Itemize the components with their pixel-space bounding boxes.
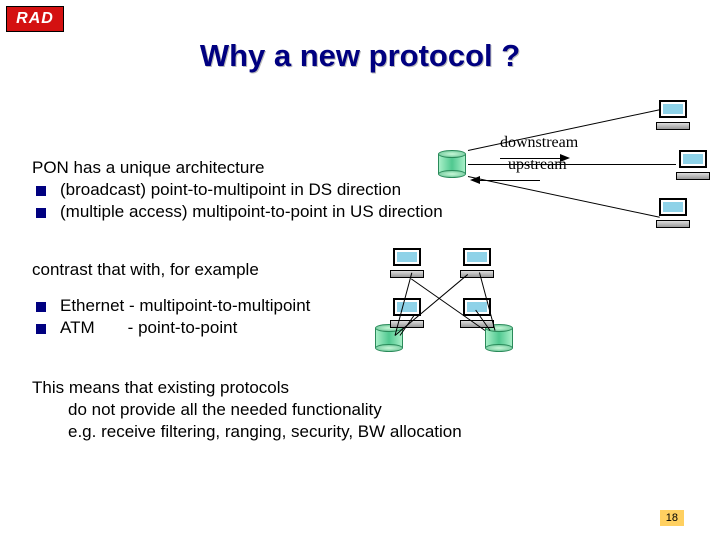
computer-icon: [656, 100, 690, 130]
hub-icon: [375, 324, 403, 352]
page-number: 18: [660, 510, 684, 526]
computer-icon: [656, 198, 690, 228]
computer-icon: [676, 150, 710, 180]
splitter-icon: [438, 150, 466, 178]
computer-icon: [390, 248, 424, 278]
intro-text: PON has a unique architecture: [32, 158, 264, 178]
bullet-4: ATM - point-to-point: [60, 318, 237, 338]
bullet-2: (multiple access) multipoint-to-point in…: [60, 202, 443, 222]
computer-icon: [460, 248, 494, 278]
logo: RAD: [6, 6, 64, 32]
means-1: This means that existing protocols: [32, 378, 289, 398]
bullet-icon: [36, 186, 46, 196]
slide-title: Why a new protocol ?: [0, 38, 720, 74]
bullet-icon: [36, 324, 46, 334]
bullet-icon: [36, 208, 46, 218]
pon-line: [468, 164, 676, 165]
contrast-text: contrast that with, for example: [32, 260, 259, 280]
downstream-label: downstream: [500, 134, 578, 152]
bullet-1: (broadcast) point-to-multipoint in DS di…: [60, 180, 401, 200]
means-3: e.g. receive filtering, ranging, securit…: [68, 422, 462, 442]
pon-line: [468, 176, 660, 218]
upstream-label: upstream: [508, 156, 567, 174]
bullet-icon: [36, 302, 46, 312]
bullet-3: Ethernet - multipoint-to-multipoint: [60, 296, 310, 316]
means-2: do not provide all the needed functional…: [68, 400, 382, 420]
